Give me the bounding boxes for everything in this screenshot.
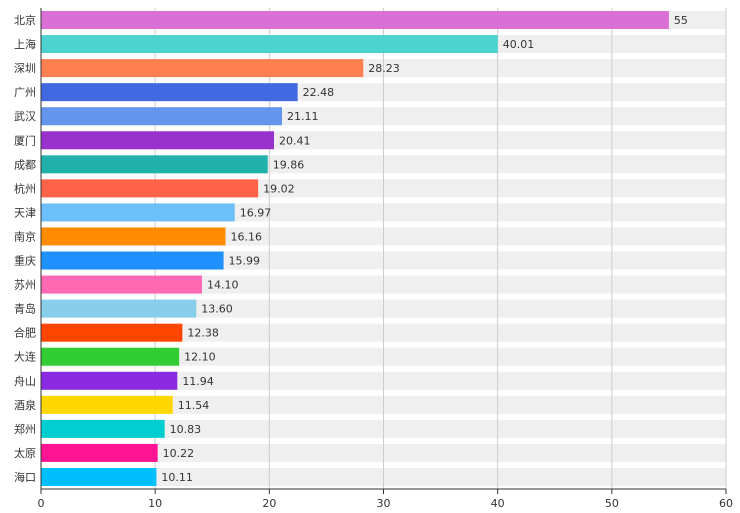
bar-17 [41,395,173,414]
category-label: 大连 [14,350,36,364]
bar-18 [41,419,165,438]
category-label: 舟山 [14,374,36,388]
value-label: 12.10 [184,351,216,364]
x-tick-label: 40 [491,497,505,510]
bar-8 [41,179,259,198]
category-label: 重庆 [14,254,36,268]
category-label: 杭州 [14,181,36,195]
bar-12 [41,275,202,294]
value-label: 19.02 [263,182,295,195]
value-label: 19.86 [273,158,305,171]
category-label: 海口 [14,470,36,484]
bar-6 [41,131,275,150]
category-label: 厦门 [14,133,36,147]
value-label: 15.99 [229,255,260,268]
category-label: 青岛 [14,302,36,316]
x-tick-label: 10 [148,497,162,510]
bar-4 [41,83,298,102]
category-label: 武汉 [14,110,36,123]
bar-14 [41,323,183,342]
category-label: 南京 [14,229,36,243]
bar-3 [41,59,364,78]
value-label: 16.97 [240,206,272,219]
value-label: 10.11 [161,471,193,484]
value-label: 10.22 [163,447,195,460]
value-label: 11.94 [182,375,214,388]
bar-9 [41,203,235,222]
value-label: 20.41 [279,134,311,147]
bar-2 [41,35,498,54]
bar-10 [41,227,226,246]
value-label: 21.11 [287,110,319,123]
category-label: 合肥 [14,326,36,340]
value-label: 55 [674,14,688,27]
value-label: 13.60 [201,303,233,316]
category-label: 太原 [14,447,36,460]
value-label: 40.01 [503,38,535,51]
category-label: 深圳 [14,62,36,75]
x-tick-label: 0 [38,497,45,510]
value-label: 14.10 [207,279,239,292]
bar-19 [41,443,158,462]
bar-5 [41,107,283,126]
value-label: 22.48 [303,86,335,99]
category-label: 天津 [14,206,36,219]
value-label: 28.23 [368,62,400,75]
x-tick-label: 50 [605,497,619,510]
category-label: 酒泉 [14,398,36,412]
x-tick-label: 60 [719,497,733,510]
value-label: 11.54 [178,399,210,412]
value-label: 10.83 [170,423,202,436]
value-label: 12.38 [187,327,219,340]
bar-11 [41,251,224,270]
x-tick-label: 30 [377,497,391,510]
bar-20 [41,467,157,486]
category-label: 上海 [14,37,36,51]
category-label: 北京 [14,13,36,27]
value-label: 16.16 [230,230,262,243]
category-label: 苏州 [14,279,36,292]
category-label: 广州 [14,86,36,99]
bar-16 [41,371,178,390]
category-label: 郑州 [14,422,36,436]
bar-1 [41,11,669,30]
bar-13 [41,299,197,318]
x-tick-label: 20 [262,497,276,510]
bar-15 [41,347,180,366]
category-label: 成都 [14,158,36,171]
bar-7 [41,155,268,174]
